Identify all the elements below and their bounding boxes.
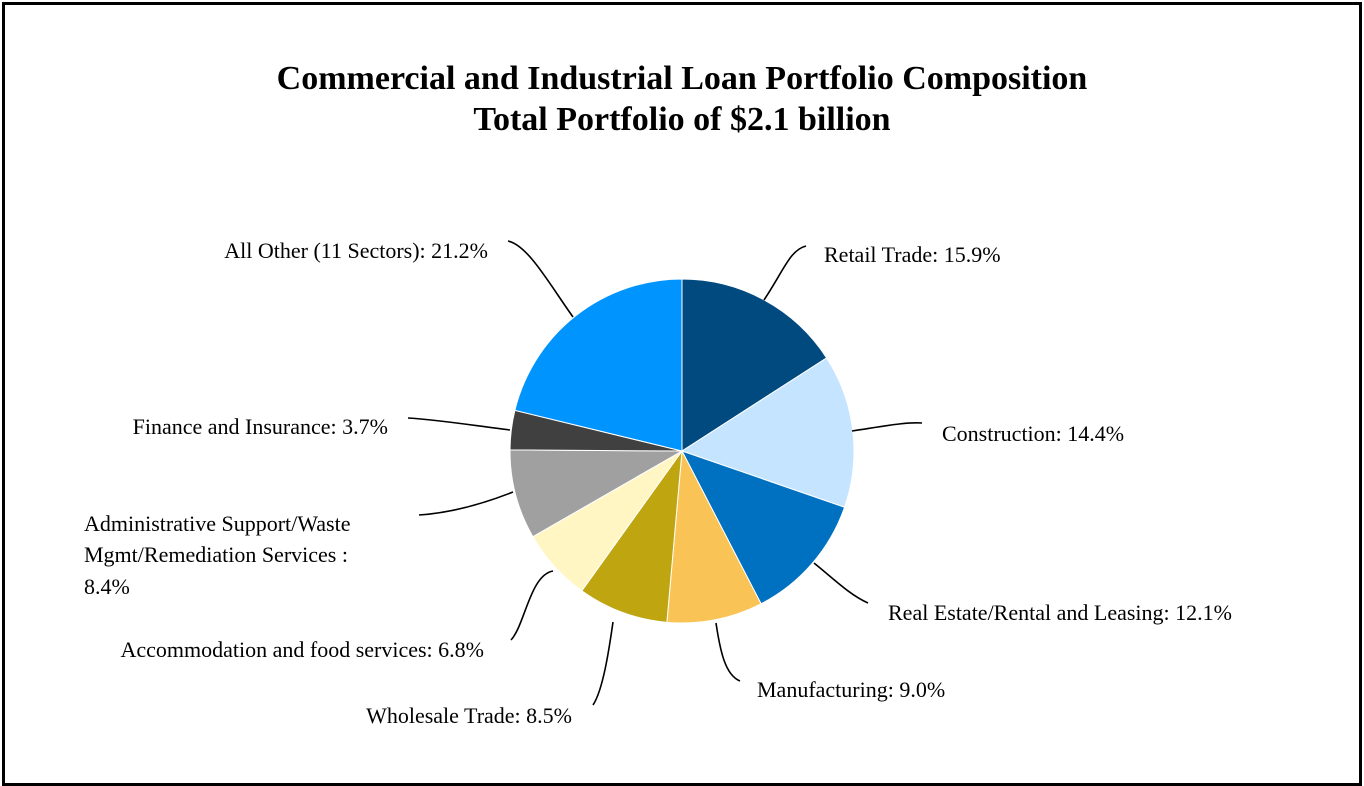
- slice-label-2: Construction: 14.4%: [942, 421, 1124, 446]
- slice-label-7: Administrative Support/Waste Mgmt/Remedia…: [84, 511, 350, 599]
- leader-line-4: [715, 622, 741, 682]
- slice-label-5: Wholesale Trade: 8.5%: [366, 703, 572, 728]
- leader-line-5: [592, 621, 614, 706]
- pie-slice-5: [581, 449, 683, 623]
- slice-label-1: Retail Trade: 15.9%: [824, 242, 1001, 267]
- chart-title: Commercial and Industrial Loan Portfolio…: [276, 60, 1088, 97]
- leader-line-2: [851, 422, 923, 432]
- slice-label-8: Finance and Insurance: 3.7%: [133, 414, 388, 439]
- leader-line-1: [763, 245, 807, 301]
- pie-slice-3: [680, 450, 846, 605]
- pie-slice-9: [514, 278, 683, 452]
- slice-label-6: Accommodation and food services: 6.8%: [120, 637, 484, 662]
- slice-label-3: Real Estate/Rental and Leasing: 12.1%: [888, 600, 1232, 625]
- pie-slice-7: [509, 449, 684, 538]
- leader-line-7: [418, 491, 514, 516]
- leader-line-9: [507, 240, 574, 318]
- chart-subtitle: Total Portfolio of $2.1 billion: [473, 101, 891, 138]
- leader-line-3: [813, 562, 869, 604]
- slice-label-9: All Other (11 Sectors): 21.2%: [224, 238, 488, 263]
- slice-label-4: Manufacturing: 9.0%: [757, 677, 945, 702]
- chart-title-block: Commercial and Industrial Loan Portfolio…: [0, 58, 1364, 140]
- leader-line-8: [407, 417, 511, 431]
- pie-slice-4: [666, 449, 762, 624]
- leader-line-6: [510, 570, 554, 641]
